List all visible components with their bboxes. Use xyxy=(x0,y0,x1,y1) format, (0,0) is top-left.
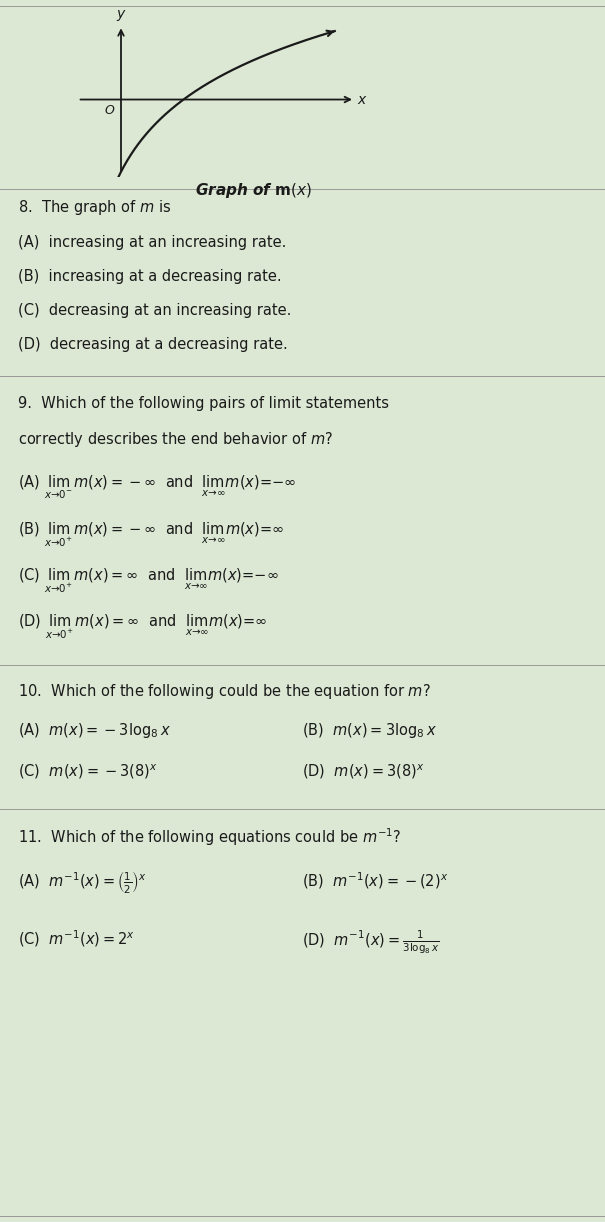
Text: correctly describes the end behavior of $m$?: correctly describes the end behavior of … xyxy=(18,430,333,450)
Text: (D) $\lim_{x\to 0^+}m(x)=\infty$  and  $\lim_{x\to\infty}m(x)=\infty$: (D) $\lim_{x\to 0^+}m(x)=\infty$ and $\l… xyxy=(18,613,267,642)
Text: (D)  $m(x)=3(8)^x$: (D) $m(x)=3(8)^x$ xyxy=(302,763,425,781)
Text: (B)  increasing at a decreasing rate.: (B) increasing at a decreasing rate. xyxy=(18,269,282,284)
Text: (D)  decreasing at a decreasing rate.: (D) decreasing at a decreasing rate. xyxy=(18,337,288,352)
Text: (C)  decreasing at an increasing rate.: (C) decreasing at an increasing rate. xyxy=(18,303,292,318)
Text: 10.  Which of the following could be the equation for $m$?: 10. Which of the following could be the … xyxy=(18,682,431,701)
Text: (D)  $m^{-1}(x)=\frac{1}{3\log_8 x}$: (D) $m^{-1}(x)=\frac{1}{3\log_8 x}$ xyxy=(302,929,440,956)
Text: (A)  increasing at an increasing rate.: (A) increasing at an increasing rate. xyxy=(18,235,287,249)
Text: (B)  $m(x)=3\log_8 x$: (B) $m(x)=3\log_8 x$ xyxy=(302,721,437,741)
Text: (C)  $m^{-1}(x)=2^x$: (C) $m^{-1}(x)=2^x$ xyxy=(18,929,136,949)
Text: $O$: $O$ xyxy=(103,104,115,117)
Text: (B)  $m^{-1}(x)=-(2)^x$: (B) $m^{-1}(x)=-(2)^x$ xyxy=(302,870,449,891)
Text: (C)  $m(x)=-3(8)^x$: (C) $m(x)=-3(8)^x$ xyxy=(18,763,158,781)
Text: $y$: $y$ xyxy=(116,9,126,23)
Text: Graph of $\mathbf{m}(x)$: Graph of $\mathbf{m}(x)$ xyxy=(195,181,313,200)
Text: (A) $\lim_{x\to 0^-}m(x)=-\infty$  and  $\lim_{x\to\infty}m(x)=-\infty$: (A) $\lim_{x\to 0^-}m(x)=-\infty$ and $\… xyxy=(18,474,296,501)
Text: 9.  Which of the following pairs of limit statements: 9. Which of the following pairs of limit… xyxy=(18,396,389,411)
Text: 11.  Which of the following equations could be $m^{-1}$?: 11. Which of the following equations cou… xyxy=(18,826,401,848)
Text: (C) $\lim_{x\to 0^+}m(x)=\infty$  and  $\lim_{x\to\infty}m(x)=-\infty$: (C) $\lim_{x\to 0^+}m(x)=\infty$ and $\l… xyxy=(18,567,279,595)
Text: 8.  The graph of $m$ is: 8. The graph of $m$ is xyxy=(18,198,171,218)
Text: (A)  $m^{-1}(x)=\left(\frac{1}{2}\right)^x$: (A) $m^{-1}(x)=\left(\frac{1}{2}\right)^… xyxy=(18,870,147,896)
Text: (B) $\lim_{x\to 0^+}m(x)=-\infty$  and  $\lim_{x\to\infty}m(x)=\infty$: (B) $\lim_{x\to 0^+}m(x)=-\infty$ and $\… xyxy=(18,521,284,549)
Text: (A)  $m(x)=-3\log_8 x$: (A) $m(x)=-3\log_8 x$ xyxy=(18,721,171,741)
Text: $x$: $x$ xyxy=(357,93,368,106)
